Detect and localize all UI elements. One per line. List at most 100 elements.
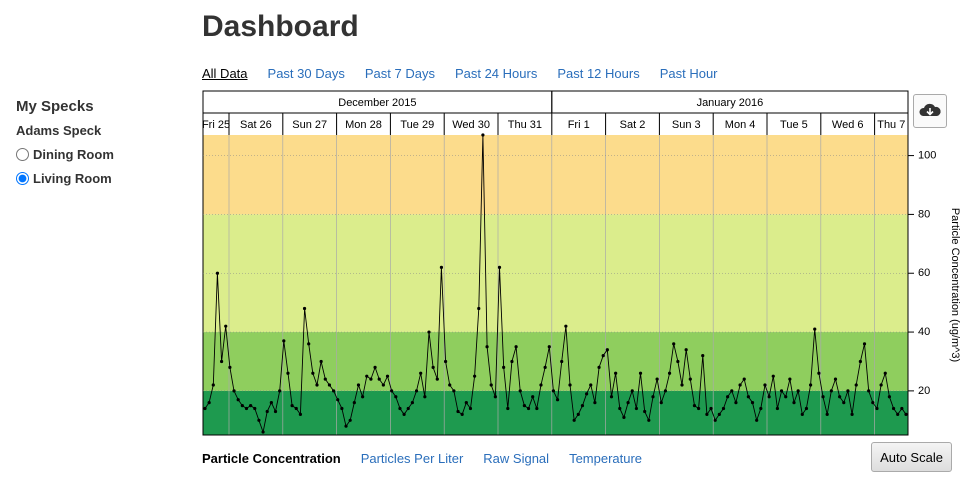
data-point <box>319 359 323 364</box>
data-point <box>365 374 369 378</box>
data-point <box>796 389 800 393</box>
day-label: Wed 30 <box>452 119 490 131</box>
option-label: Living Room <box>33 170 112 186</box>
option-label: Dining Room <box>33 146 114 162</box>
data-point <box>369 377 373 381</box>
data-point <box>261 430 265 434</box>
data-point <box>713 418 717 422</box>
data-point <box>692 403 697 408</box>
day-label: Sat 26 <box>240 119 272 131</box>
data-point <box>589 383 593 387</box>
tab[interactable]: Past 24 Hours <box>454 66 538 81</box>
data-point <box>808 383 813 387</box>
data-point <box>547 345 551 349</box>
data-point <box>750 401 755 405</box>
data-point <box>659 401 663 405</box>
aqi-band <box>203 390 908 435</box>
data-point <box>539 383 543 387</box>
data-point <box>825 412 829 417</box>
data-point <box>609 395 614 399</box>
data-point <box>688 377 692 381</box>
data-point <box>211 383 215 387</box>
data-point <box>377 377 381 381</box>
day-label: Mon 4 <box>725 119 756 131</box>
data-point <box>626 401 630 405</box>
data-point <box>551 389 556 393</box>
month-label: December 2015 <box>338 97 416 109</box>
data-point <box>427 330 431 334</box>
data-point <box>390 389 394 393</box>
y-tick-label: 100 <box>918 149 936 161</box>
data-point <box>286 371 290 375</box>
data-point <box>614 371 618 375</box>
data-point <box>763 383 767 387</box>
radio-button[interactable] <box>16 171 29 185</box>
data-point <box>381 383 385 387</box>
data-point <box>302 306 307 311</box>
metric-tabs: Particle Concentration Particles Per Lite… <box>202 451 642 466</box>
data-point <box>854 383 858 387</box>
day-label: Sat 2 <box>620 119 646 131</box>
data-point <box>663 389 668 393</box>
data-point <box>560 359 564 364</box>
data-point <box>203 406 207 411</box>
tab[interactable]: Past 30 Days <box>267 66 345 81</box>
aqi-band <box>203 135 908 215</box>
data-point <box>269 401 273 405</box>
data-point <box>601 353 605 358</box>
data-point <box>734 401 738 405</box>
data-point <box>605 348 609 352</box>
auto-scale-button[interactable]: Auto Scale <box>871 442 952 472</box>
data-point <box>340 406 344 411</box>
data-point <box>456 409 460 414</box>
time-tabs: All Data Past 30 Days Past 7 Days Past 24 H… <box>202 66 718 81</box>
data-point <box>759 406 763 411</box>
tab[interactable]: All Data <box>202 66 248 81</box>
tab[interactable]: Past 12 Hours <box>557 66 640 81</box>
tab[interactable]: Temperature <box>569 451 643 466</box>
data-point <box>485 345 489 349</box>
y-tick-label: 80 <box>918 208 930 220</box>
data-line <box>204 134 907 434</box>
data-point <box>647 418 651 422</box>
data-point <box>792 401 796 405</box>
tab[interactable]: Raw Signal <box>483 451 550 466</box>
data-point <box>448 383 452 387</box>
data-point <box>667 371 672 375</box>
data-point <box>311 371 315 375</box>
data-point <box>473 374 477 378</box>
data-point <box>356 383 361 387</box>
data-point <box>402 412 406 417</box>
data-point <box>431 365 435 369</box>
data-point <box>821 395 825 399</box>
day-label: Fri 1 <box>568 119 590 131</box>
data-point <box>489 383 493 387</box>
download-button[interactable] <box>913 94 947 128</box>
tab[interactable]: Particle Concentration <box>202 451 341 466</box>
data-point <box>419 371 423 375</box>
data-point <box>228 365 232 369</box>
data-point <box>684 348 688 352</box>
data-point <box>871 401 875 405</box>
data-point <box>236 398 240 402</box>
data-point <box>904 412 908 417</box>
data-point <box>580 403 585 408</box>
sidebar: My Specks Adams Speck Dining Room Living … <box>16 98 114 190</box>
data-point <box>493 395 497 399</box>
data-point <box>253 406 257 411</box>
data-point <box>361 395 365 399</box>
day-label: Mon 28 <box>345 119 382 131</box>
speck-option[interactable]: Living Room <box>16 166 114 190</box>
data-point <box>555 398 560 402</box>
data-point <box>278 389 282 393</box>
tab[interactable]: Past Hour <box>659 66 718 81</box>
sidebar-title: My Specks <box>16 98 94 115</box>
tab[interactable]: Past 7 Days <box>364 66 435 81</box>
speck-option[interactable]: Dining Room <box>16 142 114 166</box>
radio-button[interactable] <box>16 147 29 161</box>
tab[interactable]: Particles Per Liter <box>360 451 464 466</box>
data-point <box>651 395 655 399</box>
data-point <box>709 406 713 411</box>
data-point <box>875 406 879 411</box>
data-point <box>572 418 576 422</box>
